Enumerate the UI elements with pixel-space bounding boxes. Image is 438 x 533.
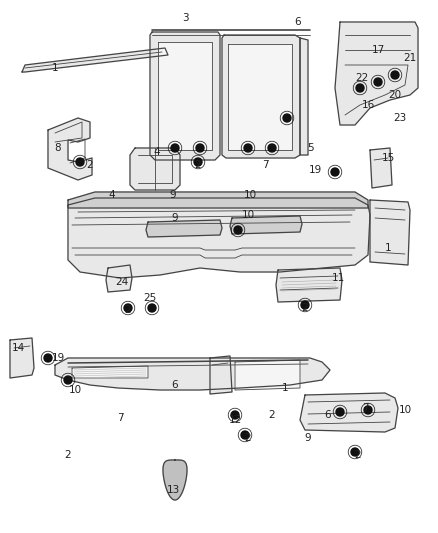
Text: 9: 9 (172, 213, 178, 223)
Text: 24: 24 (115, 277, 129, 287)
Circle shape (351, 448, 359, 456)
Text: 13: 13 (166, 485, 180, 495)
Text: 2: 2 (245, 433, 251, 443)
Text: 1: 1 (385, 243, 391, 253)
Polygon shape (158, 42, 212, 150)
Text: 4: 4 (109, 190, 115, 200)
Circle shape (171, 144, 179, 152)
Text: 6: 6 (295, 17, 301, 27)
Text: 7: 7 (261, 160, 268, 170)
Circle shape (301, 301, 309, 309)
Text: 7: 7 (362, 403, 368, 413)
Circle shape (391, 71, 399, 79)
Polygon shape (370, 148, 392, 188)
Circle shape (283, 114, 291, 122)
Circle shape (64, 376, 72, 384)
Polygon shape (163, 460, 187, 500)
Text: 4: 4 (154, 147, 160, 157)
Circle shape (196, 144, 204, 152)
Polygon shape (300, 38, 308, 155)
Text: 1: 1 (52, 63, 58, 73)
Polygon shape (68, 192, 368, 208)
Polygon shape (150, 32, 220, 160)
Polygon shape (106, 265, 132, 292)
Text: 2: 2 (194, 160, 201, 170)
Polygon shape (48, 118, 92, 180)
Circle shape (124, 304, 132, 312)
Text: 2: 2 (65, 450, 71, 460)
Text: 23: 23 (393, 113, 406, 123)
Text: 15: 15 (381, 153, 395, 163)
Polygon shape (130, 148, 180, 190)
Text: 7: 7 (117, 413, 124, 423)
Text: 9: 9 (170, 190, 177, 200)
Polygon shape (235, 360, 300, 390)
Text: 10: 10 (241, 210, 254, 220)
Polygon shape (222, 35, 300, 158)
Polygon shape (55, 358, 330, 390)
Circle shape (336, 408, 344, 416)
Text: 21: 21 (403, 53, 417, 63)
Text: 6: 6 (325, 410, 331, 420)
Circle shape (241, 431, 249, 439)
Circle shape (234, 226, 242, 234)
Text: 17: 17 (371, 45, 385, 55)
Text: 10: 10 (399, 405, 412, 415)
Polygon shape (370, 200, 410, 265)
Text: 6: 6 (172, 380, 178, 390)
Polygon shape (210, 356, 232, 394)
Polygon shape (228, 44, 292, 150)
Polygon shape (335, 22, 418, 125)
Circle shape (148, 304, 156, 312)
Text: 20: 20 (389, 90, 402, 100)
Polygon shape (300, 393, 398, 432)
Circle shape (44, 354, 52, 362)
Text: 1: 1 (282, 383, 288, 393)
Polygon shape (72, 366, 148, 378)
Polygon shape (68, 198, 370, 278)
Text: 25: 25 (143, 293, 157, 303)
Circle shape (268, 144, 276, 152)
Polygon shape (276, 268, 342, 302)
Text: 19: 19 (308, 165, 321, 175)
Text: 8: 8 (55, 143, 61, 153)
Circle shape (194, 158, 202, 166)
Text: 2: 2 (302, 303, 308, 313)
Text: 12: 12 (228, 415, 242, 425)
Circle shape (364, 406, 372, 414)
Text: 10: 10 (68, 385, 81, 395)
Circle shape (331, 168, 339, 176)
Circle shape (374, 78, 382, 86)
Polygon shape (22, 48, 168, 72)
Text: 22: 22 (355, 73, 369, 83)
Polygon shape (10, 338, 34, 378)
Text: 10: 10 (244, 190, 257, 200)
Circle shape (244, 144, 252, 152)
Text: 2: 2 (355, 450, 361, 460)
Polygon shape (230, 216, 302, 234)
Text: 2: 2 (125, 305, 131, 315)
Text: 16: 16 (361, 100, 374, 110)
Text: 2: 2 (268, 410, 276, 420)
Circle shape (231, 411, 239, 419)
Text: 11: 11 (332, 273, 345, 283)
Circle shape (356, 84, 364, 92)
Polygon shape (146, 220, 222, 237)
Text: 14: 14 (11, 343, 25, 353)
Text: 9: 9 (305, 433, 311, 443)
Text: 19: 19 (51, 353, 65, 363)
Circle shape (76, 158, 84, 166)
Text: 5: 5 (307, 143, 313, 153)
Text: 2: 2 (87, 160, 93, 170)
Text: 3: 3 (182, 13, 188, 23)
